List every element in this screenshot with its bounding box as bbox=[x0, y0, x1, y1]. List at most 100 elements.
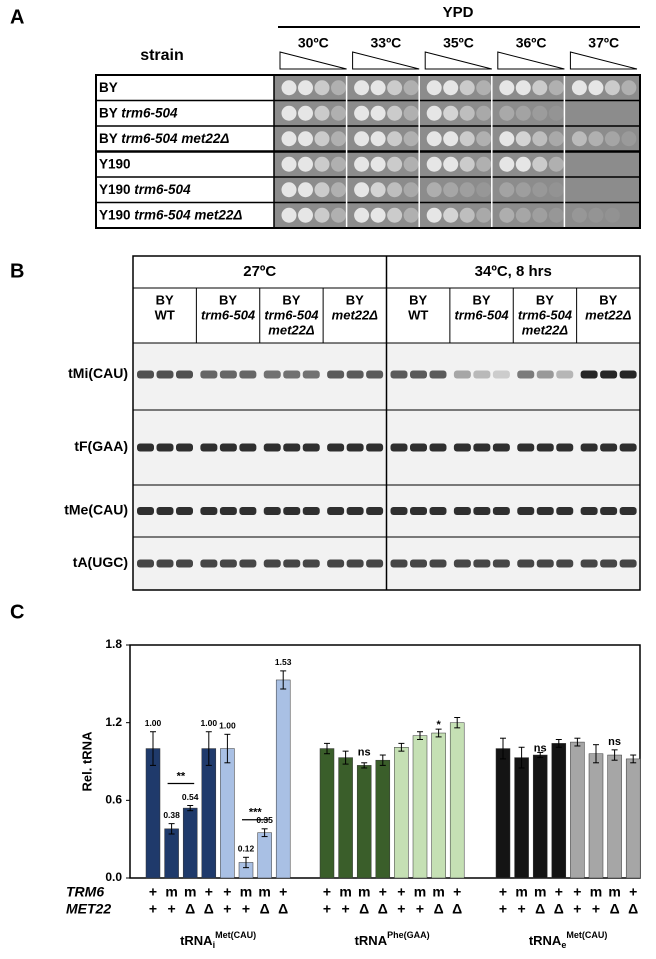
genotype-symbol: + bbox=[205, 884, 213, 900]
probe-label: tF(GAA) bbox=[74, 438, 128, 454]
blot-band bbox=[302, 559, 320, 568]
lane-label: trm6-504 bbox=[201, 307, 256, 322]
yeast-spot bbox=[548, 80, 564, 96]
blot-band bbox=[137, 559, 154, 568]
blot-band bbox=[536, 559, 554, 568]
yeast-spot bbox=[476, 156, 492, 172]
blot-band bbox=[263, 559, 281, 568]
yeast-spot bbox=[443, 156, 459, 172]
blot-band bbox=[492, 507, 510, 515]
value-label: 0.54 bbox=[182, 792, 199, 802]
blot-band bbox=[200, 559, 218, 568]
bar bbox=[514, 757, 529, 879]
yeast-spot bbox=[571, 80, 587, 96]
condition-label: 34ºC, 8 hrs bbox=[475, 263, 552, 280]
group-name: tRNAiMet(CAU) bbox=[180, 930, 256, 950]
yeast-spot bbox=[354, 182, 370, 198]
blot-band bbox=[176, 559, 193, 568]
bar bbox=[588, 753, 604, 879]
y-axis-label: Rel. tRNA bbox=[79, 731, 94, 792]
genotype-symbol: + bbox=[379, 884, 387, 900]
yeast-spot bbox=[403, 131, 419, 147]
genotype-symbol: m bbox=[515, 884, 527, 900]
yeast-spot bbox=[459, 105, 475, 121]
dilution-triangle bbox=[279, 51, 347, 70]
yeast-spot bbox=[331, 156, 346, 172]
lane-label: trm6-504 bbox=[518, 307, 573, 322]
yeast-spot bbox=[314, 207, 330, 223]
yeast-spot bbox=[403, 207, 419, 223]
blot-band bbox=[176, 507, 193, 515]
yeast-spot bbox=[588, 207, 604, 223]
yeast-spot bbox=[548, 182, 564, 198]
strain-name: BY trm6-504 met22Δ bbox=[99, 130, 229, 145]
blot-band bbox=[156, 507, 174, 515]
genotype-symbol: Δ bbox=[185, 901, 195, 917]
genotype-symbol: + bbox=[223, 901, 231, 917]
blot-band bbox=[219, 443, 237, 452]
genotype-symbol: m bbox=[240, 884, 252, 900]
genotype-symbol: Δ bbox=[378, 901, 388, 917]
blot-band bbox=[556, 559, 574, 568]
yeast-spot bbox=[387, 156, 403, 172]
yeast-spot bbox=[354, 156, 370, 172]
blot-band bbox=[600, 507, 618, 515]
yeast-spot bbox=[499, 207, 515, 223]
yeast-spot bbox=[604, 207, 620, 223]
group-name-sub: e bbox=[561, 940, 566, 950]
yeast-spot bbox=[354, 80, 370, 96]
yeast-spot bbox=[571, 207, 587, 223]
lane-label: BY bbox=[409, 292, 427, 307]
lane-label: met22Δ bbox=[522, 322, 569, 337]
genotype-symbol: + bbox=[149, 901, 157, 917]
lane-label: BY bbox=[219, 292, 237, 307]
yeast-spot bbox=[515, 156, 531, 172]
genotype-symbol: + bbox=[499, 901, 507, 917]
genotype-symbol: + bbox=[342, 901, 350, 917]
genotype-symbol: m bbox=[590, 884, 602, 900]
bar bbox=[319, 748, 335, 879]
group-name-base: tRNA bbox=[355, 933, 388, 948]
blot-band bbox=[200, 370, 218, 379]
yeast-spot bbox=[588, 80, 604, 96]
lane-label: WT bbox=[155, 307, 175, 322]
blot-band bbox=[176, 370, 193, 379]
yeast-spot bbox=[476, 131, 492, 147]
genotype-symbol: + bbox=[499, 884, 507, 900]
yeast-spot bbox=[281, 182, 297, 198]
genotype-symbol: m bbox=[339, 884, 351, 900]
strain-name: Y190 trm6-504 met22Δ bbox=[99, 207, 242, 222]
blot-band bbox=[327, 443, 345, 452]
yeast-spot bbox=[499, 80, 515, 96]
yeast-spot bbox=[298, 131, 313, 147]
yeast-spot bbox=[532, 131, 548, 147]
blot-band bbox=[517, 507, 535, 515]
blot-band bbox=[453, 559, 471, 568]
genotype-symbol: m bbox=[432, 884, 444, 900]
blot-band bbox=[176, 443, 193, 452]
blot-band bbox=[200, 443, 218, 452]
blot-band bbox=[473, 507, 491, 515]
yeast-spot bbox=[459, 182, 475, 198]
condition-label: 27ºC bbox=[243, 263, 276, 280]
blot-band bbox=[517, 559, 535, 568]
blot-band bbox=[410, 443, 427, 452]
genotype-symbol: Δ bbox=[204, 901, 214, 917]
blot-band bbox=[517, 370, 535, 379]
bar bbox=[201, 748, 217, 879]
yeast-spot bbox=[443, 80, 459, 96]
bar bbox=[570, 741, 585, 879]
genotype-symbol: m bbox=[258, 884, 270, 900]
blot-band bbox=[219, 559, 237, 568]
blot-band bbox=[600, 370, 618, 379]
yeast-spot bbox=[443, 105, 459, 121]
y-tick-label: 1.8 bbox=[105, 637, 122, 651]
bar bbox=[495, 748, 511, 879]
yeast-spot bbox=[370, 207, 386, 223]
yeast-spot bbox=[532, 80, 548, 96]
lane-label: met22Δ bbox=[332, 307, 379, 322]
strain-genotype: trm6-504 met22Δ bbox=[121, 130, 229, 145]
blot-band bbox=[327, 370, 345, 379]
yeast-spot bbox=[499, 156, 515, 172]
yeast-spot bbox=[298, 156, 313, 172]
